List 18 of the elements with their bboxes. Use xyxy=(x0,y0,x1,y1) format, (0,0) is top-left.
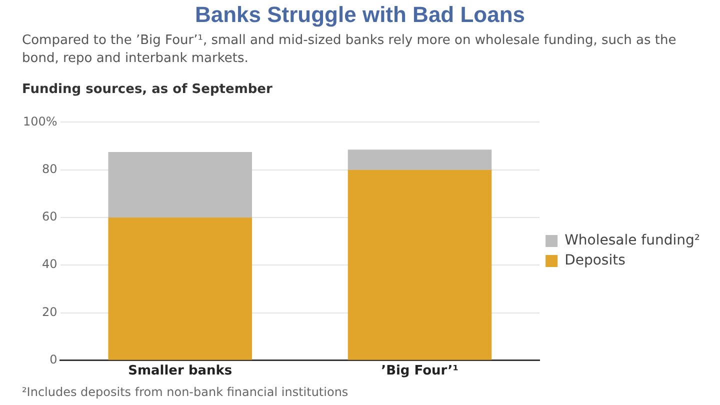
legend-label: Deposits xyxy=(564,252,626,269)
y-tick-label: 0 xyxy=(50,352,58,367)
chart-subtitle: Compared to the ’Big Four’¹, small and mid-sized banks rely more on wholesale funding, such as the bond, repo and interbank markets. xyxy=(22,32,678,68)
y-tick-label: 20 xyxy=(42,304,58,319)
legend-label: Wholesale funding² xyxy=(564,232,700,249)
y-tick-label: 80 xyxy=(42,162,58,176)
y-tick-label: 60 xyxy=(42,210,58,224)
bar xyxy=(108,152,252,218)
x-tick-label: ’Big Four’¹ xyxy=(381,364,458,379)
y-tick-label: 40 xyxy=(42,257,58,272)
bar xyxy=(348,170,492,360)
chart-title: Banks Struggle with Bad Loans xyxy=(194,2,526,28)
y-axis-title: Funding sources, as of September xyxy=(22,82,274,97)
text: ²Includes deposits from non-bank financial institutions xyxy=(22,385,348,399)
x-tick-label: Smaller banks xyxy=(128,364,232,379)
bar xyxy=(108,217,252,360)
bar xyxy=(348,150,492,170)
y-tick-label: 100% xyxy=(22,114,58,128)
